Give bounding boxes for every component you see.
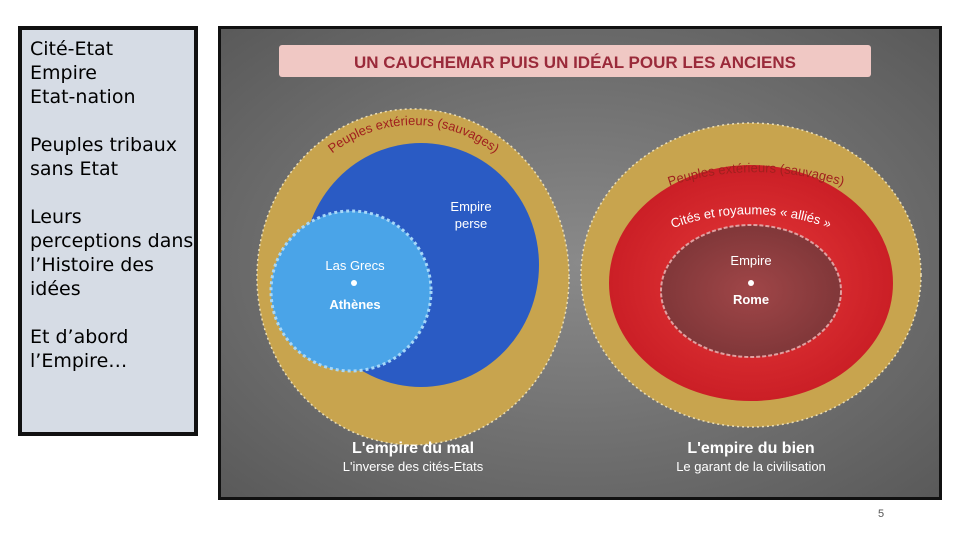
rome-border bbox=[660, 224, 842, 358]
text-line: Leurs bbox=[30, 206, 82, 228]
spacer bbox=[30, 301, 194, 325]
text-line: l’Histoire des bbox=[30, 254, 154, 276]
right-empire-label: Empire bbox=[730, 253, 771, 268]
text-panel: Cité-Etat Empire Etat-nation Peuples tri… bbox=[18, 26, 198, 436]
diagram-svg: UN CAUCHEMAR PUIS UN IDÉAL POUR LES ANCI… bbox=[221, 29, 939, 497]
spacer bbox=[30, 181, 194, 205]
left-caption-title: L'empire du mal bbox=[352, 440, 474, 457]
text-line: sans Etat bbox=[30, 158, 119, 180]
slide-number: 5 bbox=[878, 508, 885, 520]
rome-dot bbox=[748, 280, 754, 286]
right-caption-title: L'empire du bien bbox=[687, 440, 814, 457]
athens-label: Athènes bbox=[329, 297, 380, 312]
text-line: Empire bbox=[30, 62, 97, 84]
text-line: l’Empire… bbox=[30, 350, 128, 372]
right-outer-border bbox=[580, 122, 922, 428]
greeks-label: Las Grecs bbox=[325, 258, 385, 273]
text-line: perceptions dans bbox=[30, 230, 194, 252]
banner-title: UN CAUCHEMAR PUIS UN IDÉAL POUR LES ANCI… bbox=[354, 53, 796, 72]
left-empire-label-1: Empire bbox=[450, 199, 491, 214]
left-empire-label-2: perse bbox=[455, 216, 488, 231]
greek-circle bbox=[269, 209, 433, 373]
text-line: Peuples tribaux bbox=[30, 134, 178, 156]
spacer bbox=[30, 109, 194, 133]
left-caption-sub: L'inverse des cités-Etats bbox=[343, 459, 484, 474]
right-caption-sub: Le garant de la civilisation bbox=[676, 459, 826, 474]
text-line: Et d’abord bbox=[30, 326, 129, 348]
rome-empire-circle bbox=[661, 225, 841, 357]
banner bbox=[279, 45, 871, 77]
text-line: Cité-Etat bbox=[30, 38, 114, 60]
text-line: Etat-nation bbox=[30, 86, 136, 108]
empire-diagram-scan: UN CAUCHEMAR PUIS UN IDÉAL POUR LES ANCI… bbox=[218, 26, 942, 500]
athens-dot bbox=[351, 280, 357, 286]
left-outer-border bbox=[256, 108, 570, 446]
rome-label: Rome bbox=[733, 292, 769, 307]
text-line: idées bbox=[30, 278, 81, 300]
